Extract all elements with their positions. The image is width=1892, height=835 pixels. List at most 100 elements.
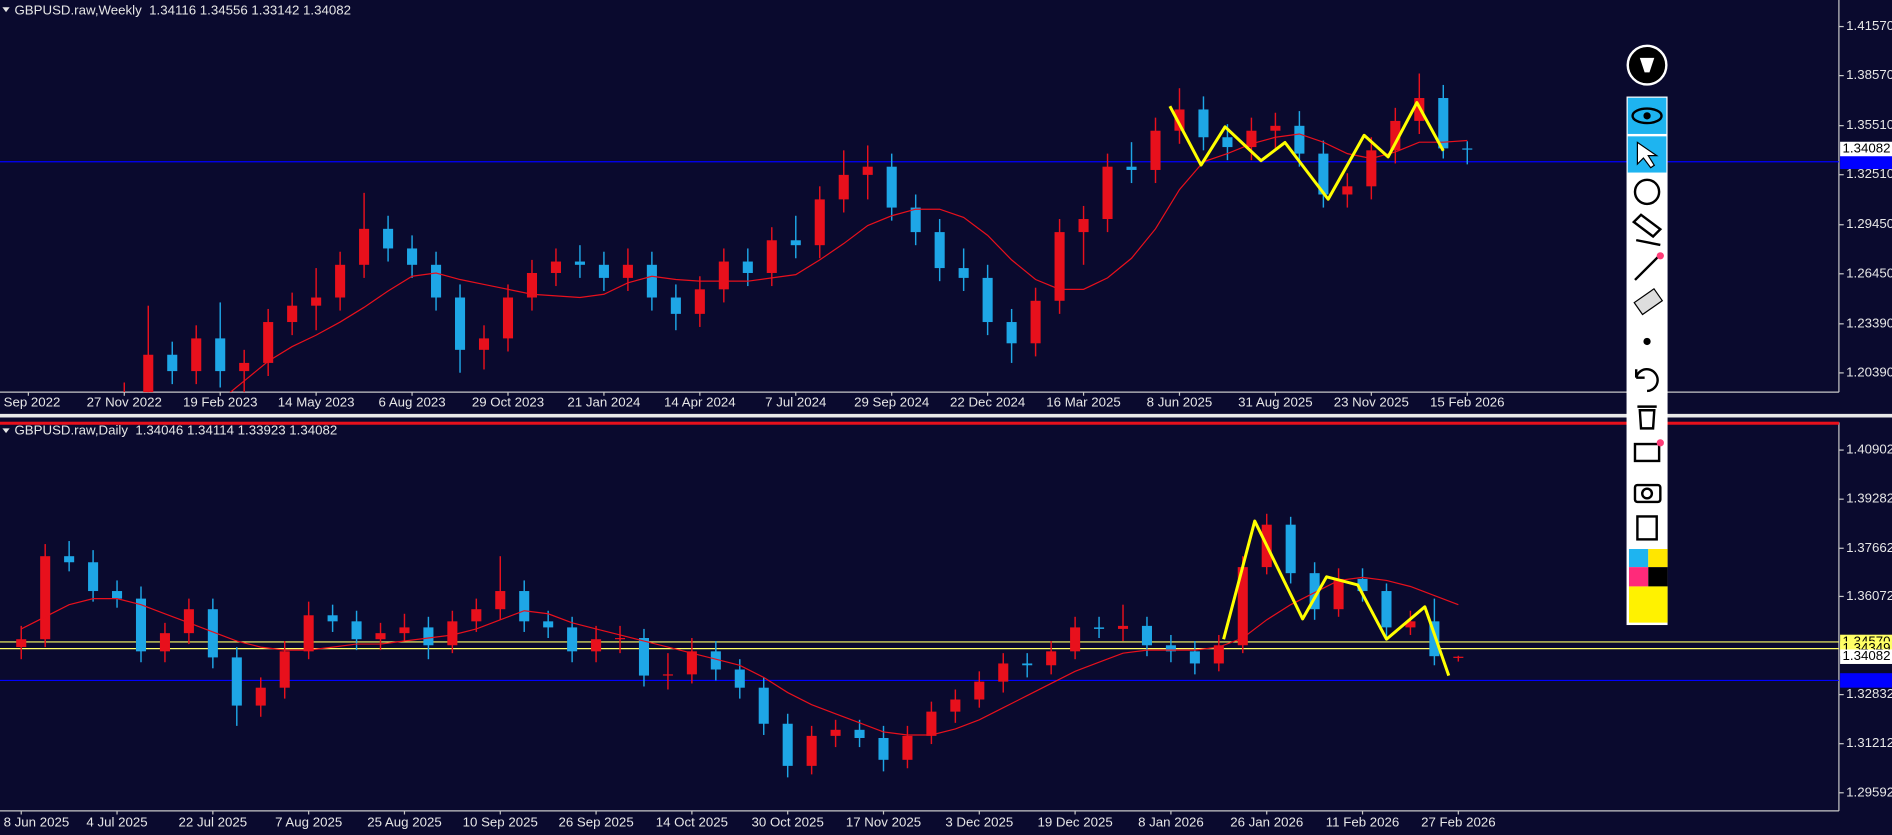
candle-body bbox=[454, 297, 466, 350]
candle-body bbox=[718, 261, 729, 290]
camera-button[interactable] bbox=[1633, 483, 1662, 504]
candle-body bbox=[974, 681, 985, 700]
candle-body bbox=[335, 264, 346, 298]
candle-body bbox=[375, 633, 386, 640]
candle-body bbox=[1357, 578, 1368, 592]
candle-body bbox=[1022, 663, 1033, 666]
top-border bbox=[0, 421, 1839, 425]
dot-button[interactable] bbox=[1643, 337, 1651, 346]
x-tick-label: 7 Aug 2025 bbox=[275, 814, 342, 829]
candle-body bbox=[1174, 109, 1185, 131]
candle-body bbox=[1237, 567, 1248, 646]
candle-body bbox=[423, 627, 434, 646]
zigzag-line bbox=[1168, 101, 1445, 201]
candle-body bbox=[598, 264, 609, 278]
candle-body bbox=[327, 615, 338, 622]
candle-body bbox=[1285, 524, 1296, 574]
candle-body bbox=[1438, 98, 1449, 149]
candle-body bbox=[622, 264, 633, 278]
eye-icon bbox=[1631, 107, 1663, 125]
x-tick-label: 16 Mar 2025 bbox=[1046, 395, 1120, 410]
candle-body bbox=[862, 166, 873, 175]
hline-label-box bbox=[1840, 673, 1892, 688]
panel-menu[interactable] bbox=[2, 7, 10, 13]
candle-body bbox=[790, 240, 801, 246]
candle-body bbox=[1165, 645, 1176, 652]
candle-body bbox=[1030, 300, 1041, 344]
candle-body bbox=[1309, 573, 1320, 610]
marker-button[interactable] bbox=[1631, 213, 1663, 247]
x-tick-label: 23 Nov 2025 bbox=[1334, 395, 1409, 410]
moving-average bbox=[20, 576, 1459, 736]
color-pink[interactable] bbox=[1628, 567, 1649, 587]
y-tick-label: 1.26450 bbox=[1846, 265, 1892, 280]
delete-button[interactable] bbox=[1637, 405, 1657, 430]
weekly-plot bbox=[0, 73, 1839, 393]
x-tick-label: 27 Nov 2022 bbox=[87, 395, 162, 410]
candle-body bbox=[1006, 322, 1017, 344]
candle-body bbox=[112, 591, 123, 599]
panel-separator bbox=[0, 413, 1892, 418]
candle-body bbox=[734, 669, 745, 688]
y-tick-label: 1.31212 bbox=[1846, 735, 1892, 750]
x-tick-label: 8 Jun 2025 bbox=[4, 814, 70, 829]
clipboard-button[interactable] bbox=[1636, 515, 1658, 541]
candle-body bbox=[838, 174, 849, 200]
candle-body bbox=[1078, 219, 1089, 233]
x-tick-label: 14 May 2023 bbox=[278, 395, 355, 410]
eraser-button[interactable] bbox=[1633, 287, 1664, 316]
candle-body bbox=[1462, 148, 1473, 150]
candle-body bbox=[1246, 130, 1257, 148]
y-tick-label: 1.32832 bbox=[1846, 686, 1892, 701]
chart-title: GBPUSD.raw,Weekly 1.34116 1.34556 1.3314… bbox=[14, 2, 351, 17]
y-tick-label: 1.36072 bbox=[1846, 588, 1892, 603]
x-tick-label: 19 Dec 2025 bbox=[1037, 814, 1112, 829]
candle-body bbox=[311, 297, 322, 306]
y-tick-label: 1.38570 bbox=[1846, 67, 1892, 82]
toolbar bbox=[1626, 44, 1668, 626]
candle-body bbox=[878, 737, 889, 760]
candle-body bbox=[478, 338, 490, 350]
candle-body bbox=[287, 305, 298, 323]
panel-menu[interactable] bbox=[2, 428, 10, 434]
x-tick-label: 8 Jan 2026 bbox=[1138, 814, 1204, 829]
candle-body bbox=[1046, 651, 1057, 666]
price-label: 1.34082 bbox=[1843, 141, 1891, 156]
color-black[interactable] bbox=[1648, 567, 1668, 587]
y-tick-label: 1.20390 bbox=[1846, 364, 1892, 379]
candle-body bbox=[207, 609, 218, 658]
chart-title: GBPUSD.raw,Daily 1.34046 1.34114 1.33923… bbox=[14, 422, 337, 437]
x-tick-label: 31 Aug 2025 bbox=[1238, 395, 1313, 410]
candle-body bbox=[670, 297, 681, 314]
candle-body bbox=[742, 261, 753, 273]
timer-button[interactable] bbox=[1633, 178, 1661, 206]
candle-body bbox=[231, 657, 242, 706]
candle-body bbox=[614, 638, 626, 640]
candle-body bbox=[502, 297, 514, 339]
price-label-box bbox=[1840, 649, 1892, 664]
candle-body bbox=[1381, 591, 1392, 628]
candle-body bbox=[255, 687, 266, 706]
color-cyan[interactable] bbox=[1628, 549, 1649, 568]
candle-body bbox=[1117, 625, 1129, 629]
candle-body bbox=[399, 627, 410, 634]
candle-body bbox=[526, 272, 538, 298]
weekly-axis: GBPUSD.raw,Weekly 1.34116 1.34556 1.3314… bbox=[4, 2, 1892, 410]
zigzag-line bbox=[1222, 519, 1451, 677]
y-tick-label: 1.32510 bbox=[1846, 166, 1892, 181]
x-tick-label: 6 Aug 2023 bbox=[378, 395, 445, 410]
candle-body bbox=[279, 651, 290, 688]
eye-pupil bbox=[1643, 112, 1651, 120]
candle-body bbox=[239, 362, 250, 372]
color-yellow[interactable] bbox=[1648, 549, 1668, 568]
y-tick-label: 1.29592 bbox=[1846, 784, 1892, 799]
candle-body bbox=[591, 639, 602, 652]
line-button[interactable] bbox=[1634, 254, 1660, 281]
color-current[interactable] bbox=[1628, 586, 1668, 623]
screen-button[interactable] bbox=[1633, 442, 1661, 463]
undo-button[interactable] bbox=[1634, 368, 1659, 393]
candle-body bbox=[1453, 656, 1464, 658]
y-tick-label: 1.29450 bbox=[1846, 216, 1892, 231]
